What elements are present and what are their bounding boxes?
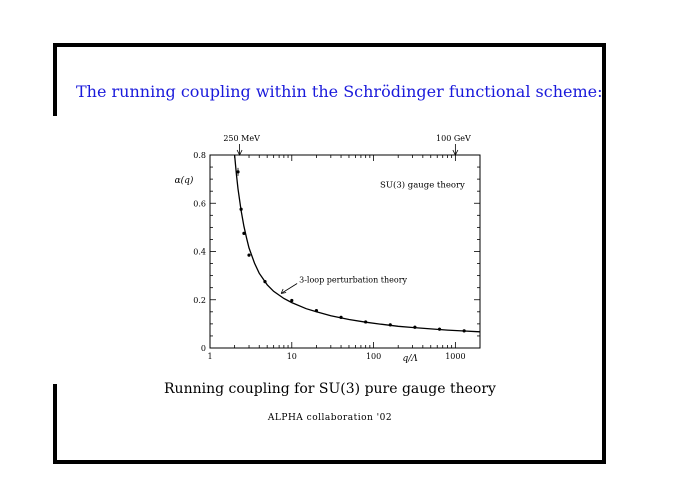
data-point — [239, 207, 243, 211]
energy-arrowhead-low — [236, 149, 243, 156]
data-point — [413, 325, 417, 329]
energy-arrowhead-high — [452, 149, 459, 156]
y-tick-label: 0.4 — [193, 248, 206, 257]
y-axis-label: α(q) — [175, 175, 194, 186]
x-tick-label: 1 — [207, 352, 212, 361]
collaboration-credit: ALPHA collaboration '02 — [267, 413, 393, 423]
energy-label-high: 100 GeV — [436, 134, 471, 143]
figure-caption: Running coupling for SU(3) pure gauge th… — [0, 381, 660, 397]
data-point — [290, 298, 294, 303]
y-tick-label: 0 — [201, 344, 206, 353]
y-tick-label: 0.2 — [193, 296, 206, 305]
model-label: SU(3) gauge theory — [380, 180, 465, 191]
data-point — [314, 309, 319, 313]
data-point — [236, 170, 240, 174]
curve-label-arrow — [280, 283, 298, 294]
data-point — [339, 315, 343, 319]
x-tick-label: 10 — [287, 352, 297, 361]
data-point — [437, 327, 442, 331]
x-tick-label: 100 — [366, 352, 381, 361]
caption-text: Running coupling for SU(3) pure gauge th… — [164, 381, 496, 397]
curve-label-arrowhead — [280, 288, 287, 294]
data-point — [388, 323, 392, 327]
data-point — [247, 253, 251, 257]
energy-label-low: 250 MeV — [223, 134, 260, 143]
slide-title: The running coupling within the Schrödin… — [76, 82, 603, 101]
data-point — [364, 320, 368, 324]
data-point — [263, 280, 267, 284]
x-tick-label: 1000 — [445, 352, 465, 361]
curve-label: 3-loop perturbation theory — [299, 276, 407, 285]
perturbation-theory-curve — [233, 155, 480, 333]
x-axis-label: q/Λ — [403, 354, 419, 364]
y-tick-label: 0.8 — [193, 151, 206, 160]
data-point — [242, 231, 246, 236]
running-coupling-chart: 1 10 100 1000 0 0.2 0.4 0.6 0.8 α(q) q/Λ 250 MeV 100… — [175, 134, 481, 364]
data-point — [462, 329, 466, 333]
y-tick-label: 0.6 — [193, 199, 206, 208]
